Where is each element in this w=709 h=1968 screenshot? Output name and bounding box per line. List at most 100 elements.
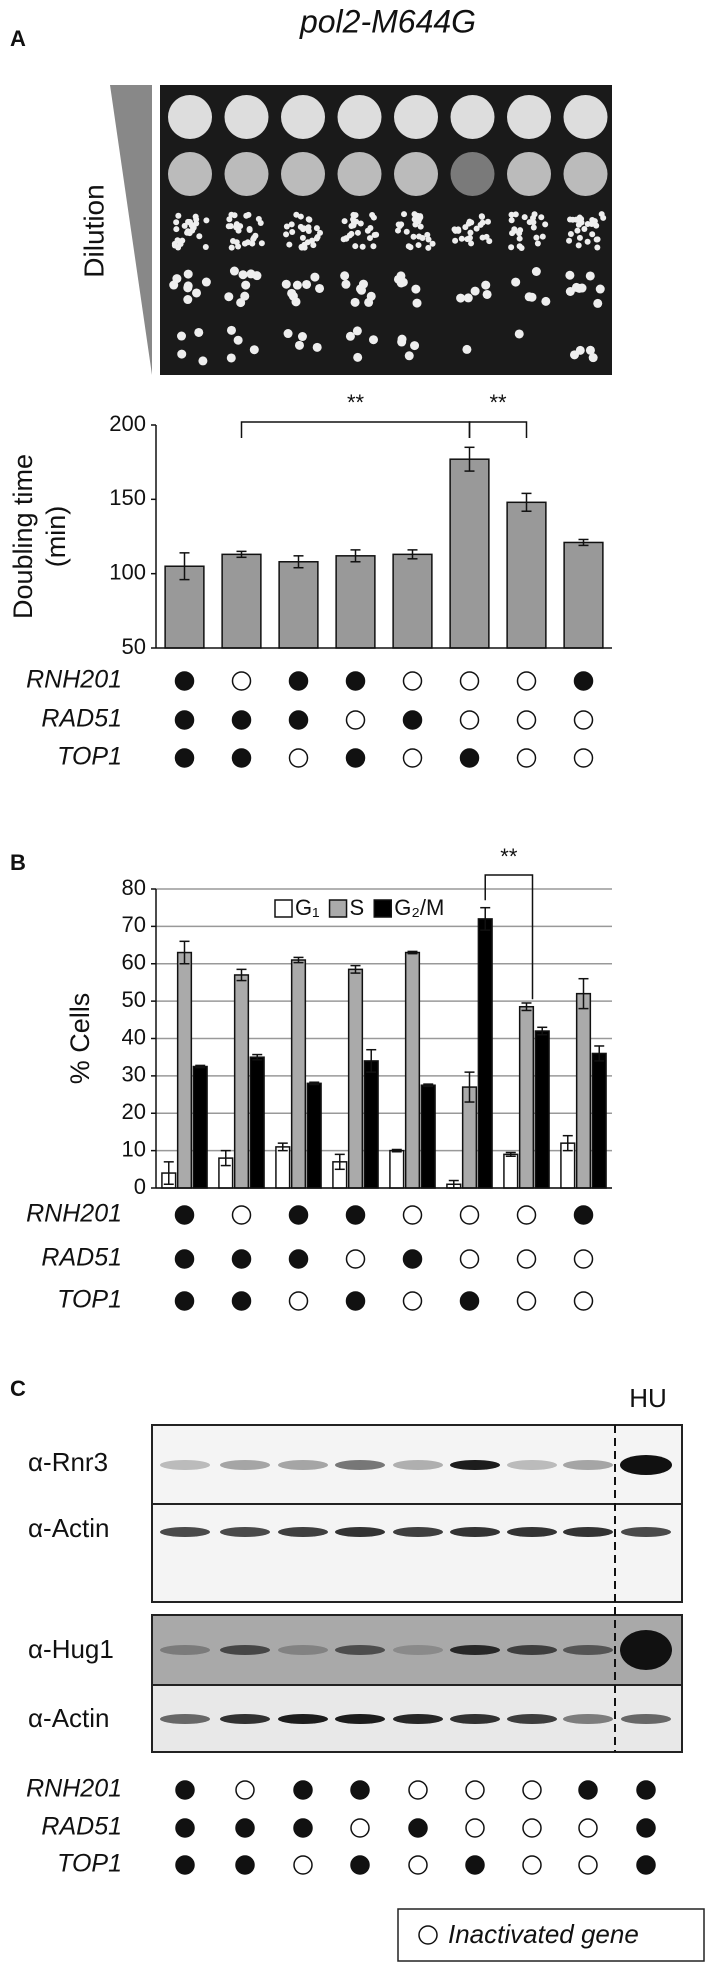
- error-bar: [407, 549, 418, 560]
- genotype-dot: [459, 748, 480, 768]
- band: [160, 1714, 210, 1724]
- colony: [410, 233, 417, 240]
- error-bar: [179, 552, 190, 581]
- bar: [221, 553, 262, 649]
- colony: [283, 329, 293, 339]
- gene-label: RNH201: [26, 1775, 122, 1803]
- colony: [574, 227, 581, 234]
- colony: [429, 240, 436, 247]
- colony: [310, 242, 317, 249]
- error-bar: [407, 950, 418, 955]
- colony: [243, 212, 250, 219]
- genotype-dot: [402, 1205, 423, 1225]
- genotype-dot: [465, 1855, 485, 1875]
- legend-swatch: [274, 899, 293, 918]
- genotype-dot: [516, 1291, 537, 1311]
- colony: [244, 239, 251, 246]
- band: [278, 1714, 328, 1724]
- bar: [392, 553, 433, 649]
- blot: [151, 1424, 683, 1603]
- error-bar: [578, 977, 589, 1010]
- colony: [509, 230, 516, 237]
- y-tick-label: 50: [122, 987, 146, 1012]
- genotype-dot: [345, 1291, 366, 1311]
- genotype-dot: [573, 710, 594, 730]
- colony: [508, 244, 515, 251]
- error-bar: [334, 1153, 345, 1171]
- legend-label: G₂/M: [394, 895, 444, 920]
- band: [563, 1460, 613, 1470]
- spot: [224, 95, 269, 139]
- antibody-label: α-Actin: [28, 1703, 110, 1733]
- colony: [479, 213, 486, 220]
- genotype-dot: [293, 1780, 313, 1800]
- dilution-wedge: [110, 85, 152, 375]
- gene-label: RNH201: [26, 666, 122, 694]
- error-bar: [236, 968, 247, 982]
- colony: [313, 235, 320, 242]
- treatment-label: HU: [629, 1383, 667, 1413]
- error-bar: [350, 549, 361, 563]
- colony: [183, 281, 193, 291]
- genotype-dot: [288, 1249, 309, 1269]
- error-bar: [521, 1002, 532, 1012]
- colony: [518, 244, 525, 251]
- colony: [484, 218, 491, 225]
- error-bar: [480, 906, 491, 931]
- colony: [359, 243, 366, 250]
- genotype-dot: [345, 710, 366, 730]
- colony: [177, 241, 184, 248]
- colony: [530, 219, 537, 226]
- genotype-dot: [231, 710, 252, 730]
- figure-title: pol2-M644G: [299, 3, 476, 39]
- key-box: [397, 1908, 705, 1962]
- colony: [184, 229, 191, 236]
- colony: [511, 277, 521, 287]
- band: [160, 1527, 210, 1537]
- colony: [246, 269, 256, 279]
- genotype-dot: [345, 1249, 366, 1269]
- band: [450, 1645, 500, 1655]
- error-bar: [464, 1071, 475, 1103]
- colony: [235, 227, 242, 234]
- bar: [591, 1052, 607, 1189]
- colony: [373, 231, 380, 238]
- colony: [576, 214, 583, 221]
- colony: [227, 223, 234, 230]
- y-tick-label: 20: [122, 1099, 146, 1124]
- band: [393, 1645, 443, 1655]
- colony: [395, 221, 402, 228]
- colony: [403, 228, 410, 235]
- colony: [566, 237, 573, 244]
- colony: [462, 224, 469, 231]
- genotype-dot: [175, 1855, 195, 1875]
- spot: [507, 152, 551, 196]
- spot: [168, 95, 212, 139]
- bar: [192, 1065, 208, 1189]
- error-bar: [505, 1151, 516, 1157]
- bar: [233, 974, 250, 1189]
- colony: [343, 235, 350, 242]
- band: [621, 1527, 671, 1537]
- error-bar: [236, 550, 247, 559]
- bar: [290, 959, 307, 1189]
- colony: [410, 341, 420, 351]
- colony: [185, 219, 192, 226]
- colony: [298, 244, 305, 251]
- bar: [275, 1146, 291, 1189]
- colony: [585, 271, 595, 281]
- band: [450, 1714, 500, 1724]
- colony: [486, 238, 493, 245]
- band: [507, 1527, 557, 1537]
- error-bar: [391, 1148, 402, 1153]
- panel-label: C: [10, 1376, 26, 1401]
- genotype-dot: [522, 1780, 542, 1800]
- bar: [563, 541, 604, 649]
- error-bar: [423, 1083, 434, 1088]
- genotype-dot: [516, 710, 537, 730]
- colony: [238, 270, 248, 280]
- colony: [593, 298, 603, 308]
- panel-label: B: [10, 850, 26, 875]
- colony: [192, 288, 202, 298]
- y-tick-label: 40: [122, 1024, 146, 1049]
